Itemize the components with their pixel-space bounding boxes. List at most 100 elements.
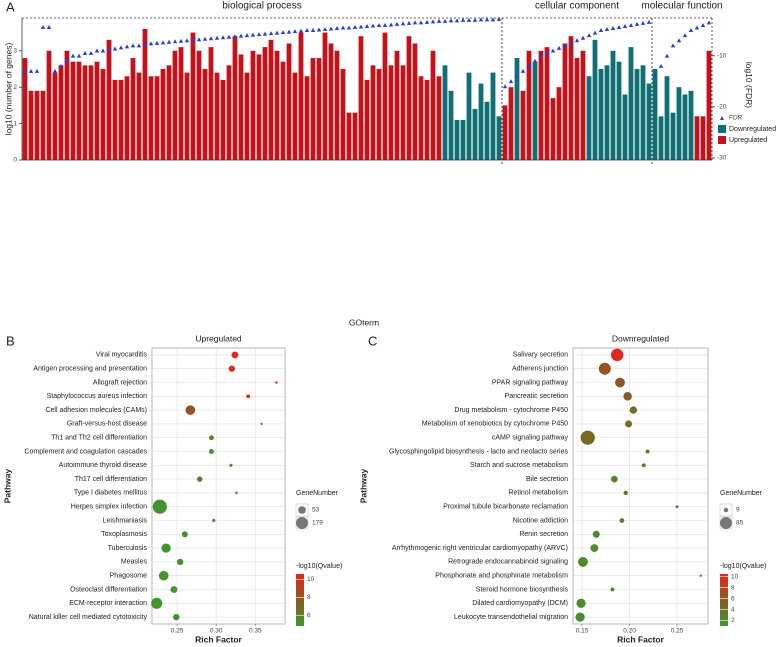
bar [544, 47, 550, 160]
bar [280, 61, 286, 160]
fdr-marker [382, 22, 388, 27]
y-tick-label: Nicotine addiction [513, 517, 568, 524]
pathway-dot [158, 570, 169, 581]
fdr-marker [628, 22, 634, 27]
pathway-dot [592, 530, 600, 538]
pathway-dot [196, 476, 203, 482]
panel-letter: B [6, 333, 15, 348]
y-tick-label: Dilated cardiomyopathy (DCM) [472, 600, 568, 607]
bar [700, 116, 706, 160]
bar [202, 68, 208, 160]
bar [604, 65, 610, 160]
bar [502, 105, 508, 160]
y-tick-label: Leukocyte transendothelial migration [454, 614, 568, 621]
bar [238, 54, 244, 160]
bar [208, 47, 214, 160]
bar [466, 72, 472, 160]
fdr-marker [340, 25, 346, 30]
y-tick-label: Leishmaniasis [103, 517, 148, 524]
fdr-marker [580, 35, 586, 40]
size-legend-label: 9 [736, 507, 740, 514]
fdr-marker [172, 39, 178, 44]
bar [364, 79, 370, 160]
y-tick-label: Graft-versus-host disease [67, 421, 147, 428]
y2-tick-label: -20 [717, 104, 727, 111]
size-legend-dot [298, 506, 306, 514]
y-tick-label: Arrhythmogenic right ventricular cardiom… [392, 545, 568, 552]
bar [64, 50, 70, 161]
legend-label: Downregulated [729, 126, 776, 133]
bar [376, 68, 382, 160]
bar [418, 76, 424, 160]
bar [484, 101, 490, 160]
bar [106, 39, 112, 160]
bar [658, 116, 664, 160]
bar [70, 61, 76, 160]
bar [448, 90, 454, 160]
size-legend-dot [296, 517, 308, 529]
bar [328, 43, 334, 160]
fdr-marker [370, 23, 376, 28]
legend-swatch [718, 136, 726, 144]
fdr-marker [448, 18, 454, 23]
fdr-marker [442, 18, 448, 23]
fdr-marker [274, 30, 280, 35]
bar [100, 68, 106, 160]
pathway-dot [185, 405, 196, 415]
y-tick-label: Retrograde endocannabinoid signaling [448, 559, 568, 566]
pathway-dot [645, 449, 650, 454]
size-legend-label: 179 [312, 520, 323, 527]
bar [622, 94, 628, 160]
bar [166, 65, 172, 160]
size-legend-dot [723, 507, 729, 513]
fdr-marker [34, 68, 40, 73]
fdr-marker [406, 20, 412, 25]
bar [664, 76, 670, 160]
bar [172, 50, 178, 161]
fdr-marker [634, 21, 640, 26]
fdr-marker [538, 53, 544, 58]
pathway-dot [580, 430, 595, 445]
group-label: biological process [222, 1, 302, 12]
fdr-marker [244, 33, 250, 38]
fdr-marker [532, 58, 538, 63]
fdr-marker [520, 68, 526, 73]
pathway-dot [181, 531, 188, 538]
fdr-marker [334, 26, 340, 31]
color-bar-label: 10 [307, 576, 315, 583]
bar [190, 32, 196, 160]
bar [460, 119, 466, 160]
bar [52, 72, 58, 160]
y-tick-label: Cell adhesion molecules (CAMs) [45, 407, 147, 414]
bar [478, 83, 484, 160]
bar [430, 50, 436, 161]
bar [316, 58, 322, 160]
fdr-marker [202, 36, 208, 41]
bar [508, 87, 514, 160]
fdr-marker [652, 74, 658, 79]
y-tick-label: Phosphonate and phosphinate metabolism [435, 573, 568, 580]
pathway-dot [699, 574, 703, 577]
fdr-marker [136, 43, 142, 48]
legend-label: Upregulated [729, 137, 767, 144]
color-bar-label: 8 [731, 584, 735, 591]
fdr-marker [46, 24, 52, 29]
bar [82, 65, 88, 160]
pathway-dot [615, 377, 626, 388]
x-axis-label: Rich Factor [617, 634, 664, 644]
bar [244, 72, 250, 160]
fdr-marker [148, 41, 154, 46]
x-tick-label: 0.35 [249, 628, 262, 635]
y-tick-label: Steroid hormone biosynthesis [476, 586, 569, 593]
fdr-marker [250, 32, 256, 37]
fdr-marker [478, 17, 484, 22]
fdr-marker [316, 27, 322, 32]
fdr-marker [376, 22, 382, 27]
pathway-dot [231, 351, 239, 359]
fdr-marker [196, 37, 202, 42]
bar [682, 94, 688, 160]
fdr-marker [436, 18, 442, 23]
fdr-marker [562, 43, 568, 48]
bar [88, 65, 94, 160]
